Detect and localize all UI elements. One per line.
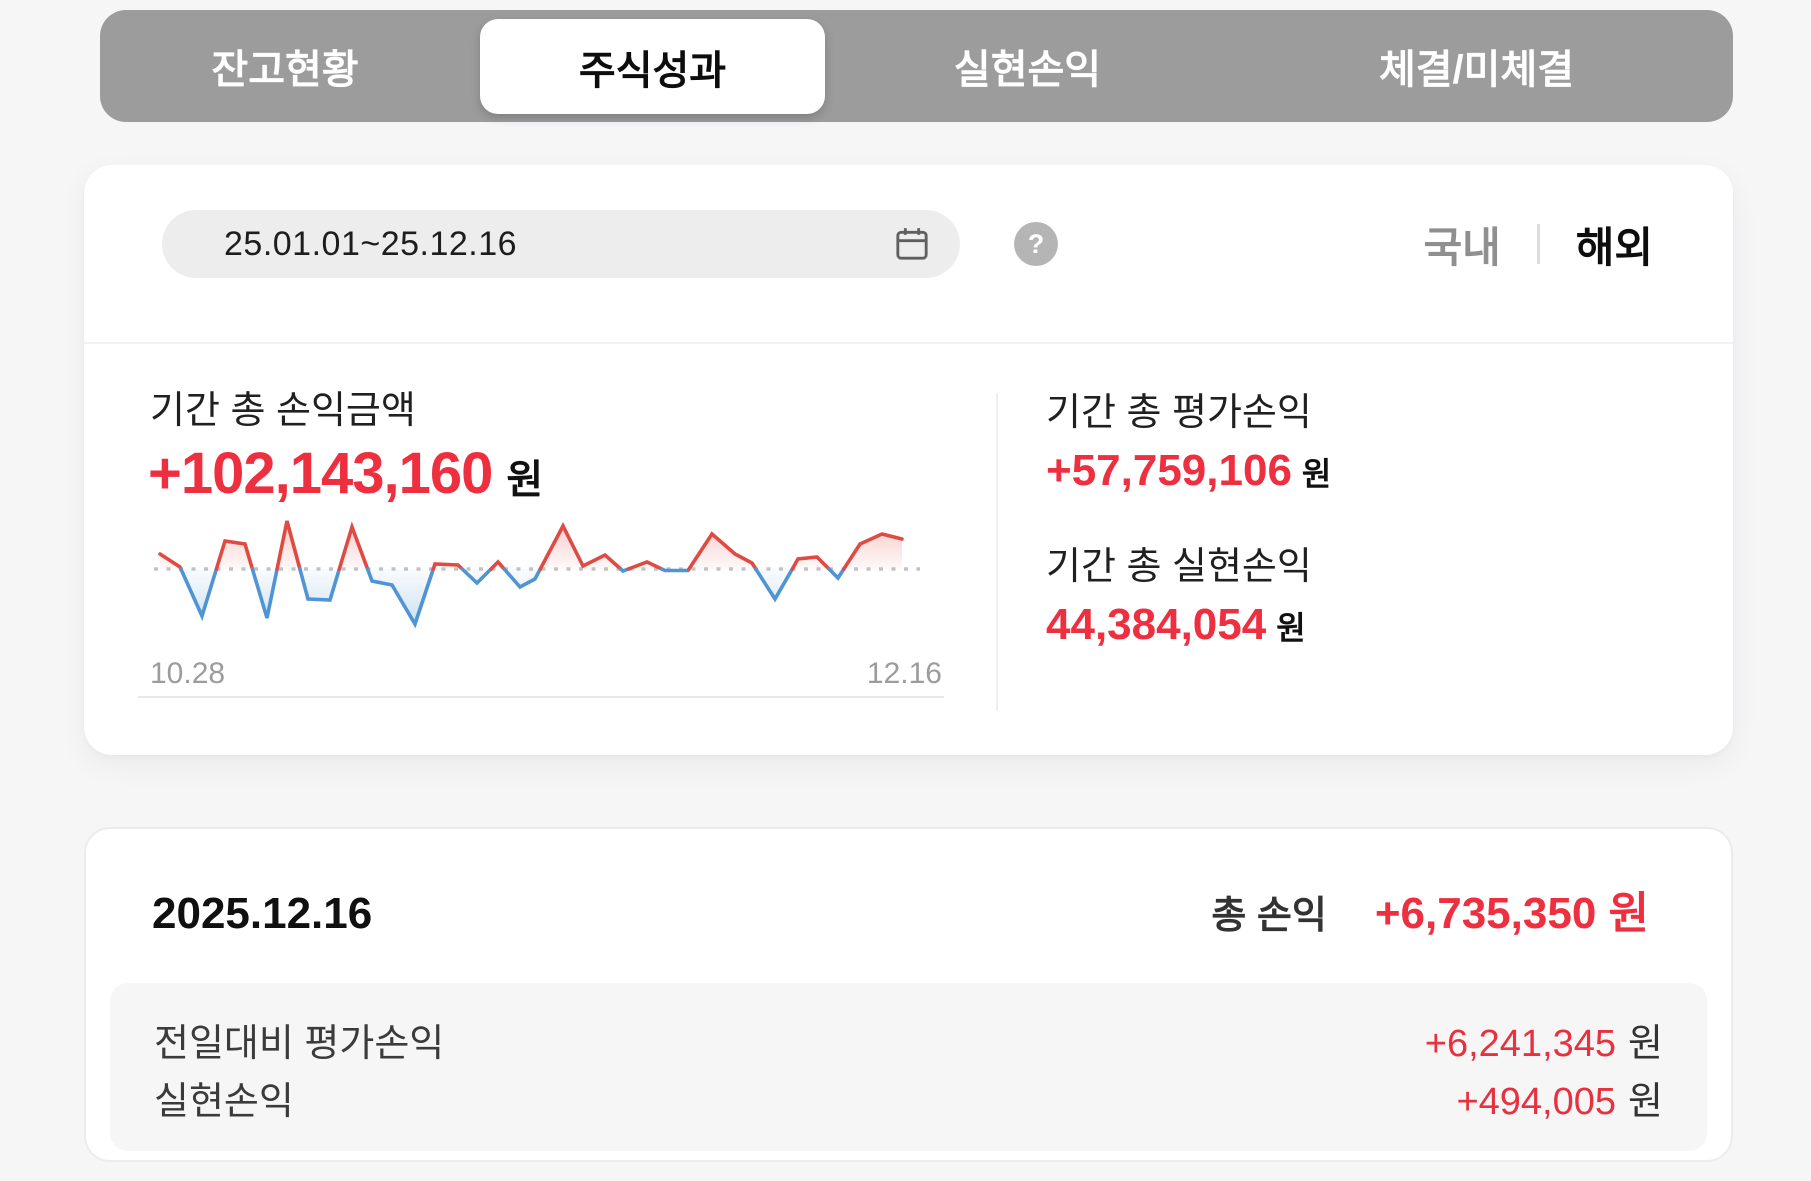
valuation-value: +57,759,106: [1046, 446, 1292, 495]
market-toggle: 국내 해외: [1423, 215, 1653, 273]
help-icon[interactable]: ?: [1014, 222, 1058, 266]
chart-end-date: 12.16: [866, 657, 942, 690]
chart-x-axis: 10.28 12.16: [150, 657, 942, 691]
tab-executed-unexecuted[interactable]: 체결/미체결: [1378, 48, 1575, 92]
daily-total-row: 총 손익 +6,735,350 원: [1211, 877, 1649, 941]
daily-total-label: 총 손익: [1211, 895, 1327, 937]
market-overseas-button[interactable]: 해외: [1575, 223, 1653, 271]
tab-realized-profit[interactable]: 실현손익: [953, 48, 1102, 92]
chart-bottom-axis: [138, 696, 944, 698]
profit-sparkline: [154, 520, 920, 629]
period-total-unit: 원: [506, 458, 544, 502]
realized-label: 기간 총 실현손익: [1046, 546, 1312, 588]
daily-detail-row: 실현손익 +494,005 원: [154, 1068, 1663, 1126]
daily-realized-value-row: +494,005 원: [1456, 1070, 1663, 1125]
calendar-icon[interactable]: [892, 224, 932, 264]
daily-date: 2025.12.16: [152, 889, 373, 938]
realized-value-row: 44,384,054 원: [1046, 599, 1306, 652]
daily-realized-value: +494,005: [1456, 1080, 1617, 1123]
tab-stock-performance[interactable]: 주식성과: [480, 19, 825, 114]
daily-header: 2025.12.16 총 손익 +6,735,350 원: [152, 877, 1649, 941]
realized-unit: 원: [1276, 610, 1306, 646]
daily-total-value: +6,735,350 원: [1374, 889, 1649, 938]
daily-realized-unit: 원: [1628, 1080, 1663, 1123]
daily-detail-row: 전일대비 평가손익 +6,241,345 원: [154, 1010, 1663, 1068]
tab-balance[interactable]: 잔고현황: [211, 48, 359, 92]
daily-valuation-value-row: +6,241,345 원: [1425, 1012, 1663, 1067]
daily-summary-card: 2025.12.16 총 손익 +6,735,350 원 전일대비 평가손익 +…: [84, 827, 1733, 1162]
top-tab-bar: 잔고현황 주식성과 실현손익 체결/미체결: [100, 10, 1733, 122]
performance-card: 25.01.01~25.12.16 ? 국내 해외 기간 총 손익금액 +102…: [84, 165, 1733, 755]
chart-start-date: 10.28: [150, 657, 226, 690]
daily-realized-label: 실현손익: [154, 1080, 294, 1123]
card-divider: [84, 342, 1733, 344]
market-toggle-divider: [1536, 224, 1540, 264]
daily-valuation-value: +6,241,345: [1424, 1022, 1617, 1065]
market-domestic-button[interactable]: 국내: [1423, 223, 1501, 271]
column-divider: [996, 393, 998, 711]
period-total-value: +102,143,160: [148, 441, 493, 506]
date-range-value: 25.01.01~25.12.16: [224, 224, 518, 263]
period-total-value-row: +102,143,160 원: [148, 445, 543, 505]
profit-chart: [150, 513, 942, 643]
realized-value: 44,384,054: [1046, 600, 1267, 649]
valuation-unit: 원: [1301, 456, 1332, 492]
valuation-value-row: +57,759,106 원: [1046, 445, 1331, 498]
period-total-label: 기간 총 손익금액: [150, 390, 416, 432]
valuation-label: 기간 총 평가손익: [1046, 392, 1312, 434]
daily-valuation-label: 전일대비 평가손익: [154, 1022, 445, 1065]
daily-detail-box: 전일대비 평가손익 +6,241,345 원 실현손익 +494,005 원: [110, 983, 1707, 1151]
daily-valuation-unit: 원: [1628, 1022, 1663, 1065]
date-range-picker[interactable]: 25.01.01~25.12.16: [162, 210, 960, 278]
